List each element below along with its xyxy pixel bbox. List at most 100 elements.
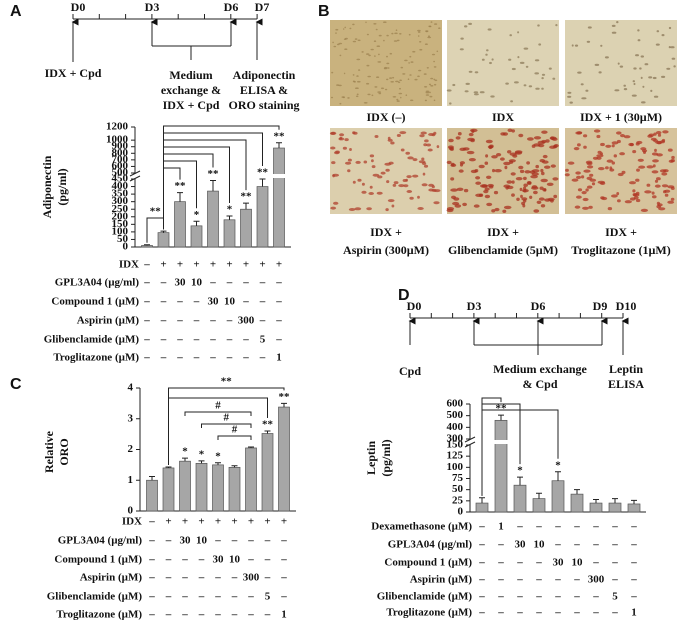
cell: – bbox=[478, 539, 485, 551]
break-mark bbox=[464, 441, 476, 448]
cell bbox=[407, 156, 414, 160]
cell bbox=[373, 40, 377, 42]
cell: – bbox=[143, 352, 150, 364]
cell bbox=[484, 161, 489, 165]
cell bbox=[574, 205, 581, 209]
cell bbox=[616, 21, 619, 24]
cell bbox=[419, 41, 422, 43]
cell bbox=[586, 40, 591, 43]
bracket bbox=[481, 409, 559, 496]
bracket bbox=[163, 167, 181, 230]
cell bbox=[523, 186, 527, 190]
cell: – bbox=[193, 315, 200, 327]
cell bbox=[429, 91, 431, 94]
caption: Aspirin (300µM) bbox=[343, 243, 429, 257]
cell bbox=[663, 169, 669, 173]
cell bbox=[596, 134, 601, 139]
cell bbox=[417, 35, 420, 37]
cell bbox=[335, 32, 337, 34]
cell: + bbox=[281, 516, 287, 528]
y-axis-title: (pg/ml) bbox=[379, 439, 393, 476]
error-bar bbox=[149, 476, 155, 481]
cell bbox=[344, 26, 347, 29]
cell bbox=[348, 208, 356, 211]
bracket bbox=[163, 153, 214, 230]
bar bbox=[494, 419, 508, 513]
cell: – bbox=[193, 352, 200, 364]
cell bbox=[635, 191, 640, 195]
cell: – bbox=[264, 535, 271, 547]
cell bbox=[611, 144, 615, 148]
bar bbox=[146, 479, 158, 512]
y-tick-label: 450 bbox=[112, 173, 129, 185]
cell bbox=[369, 154, 375, 158]
cell bbox=[361, 51, 364, 53]
cell: + bbox=[177, 259, 183, 271]
cell bbox=[486, 49, 489, 52]
cell: – bbox=[143, 315, 150, 327]
day-label: D7 bbox=[255, 0, 270, 14]
cell bbox=[389, 52, 393, 55]
cell bbox=[489, 144, 494, 148]
error-bar bbox=[574, 489, 580, 495]
cell: – bbox=[242, 334, 249, 346]
cell bbox=[386, 55, 388, 58]
y-tick-label: 25 bbox=[452, 494, 464, 506]
cell: – bbox=[165, 572, 172, 584]
cell bbox=[598, 167, 605, 171]
cell bbox=[611, 141, 619, 145]
cell bbox=[417, 75, 420, 78]
cell bbox=[341, 96, 345, 98]
y-tick-label: 0 bbox=[458, 506, 464, 518]
caption: IDX + 1 (30µM) bbox=[580, 110, 662, 124]
y-tick-label: 350 bbox=[112, 188, 129, 200]
cell bbox=[387, 67, 390, 69]
cell: – bbox=[148, 535, 155, 547]
cell bbox=[330, 96, 334, 99]
cell: – bbox=[611, 539, 618, 551]
cell bbox=[587, 26, 592, 29]
cell: – bbox=[535, 557, 542, 569]
cell bbox=[571, 178, 579, 182]
cell bbox=[394, 32, 398, 35]
cell bbox=[396, 134, 401, 137]
cell bbox=[671, 155, 675, 160]
timeline-note: IDX + Cpd bbox=[45, 66, 102, 80]
cell: – bbox=[516, 591, 523, 603]
cell bbox=[338, 84, 342, 87]
cell: – bbox=[264, 572, 271, 584]
cell bbox=[538, 197, 545, 201]
cell bbox=[330, 131, 337, 135]
cell bbox=[396, 39, 400, 42]
cell bbox=[378, 92, 382, 95]
panel-label: C bbox=[10, 376, 22, 393]
cell bbox=[352, 180, 356, 184]
cell bbox=[361, 190, 367, 194]
day-label: D6 bbox=[224, 0, 239, 14]
cell bbox=[535, 164, 539, 169]
cell bbox=[373, 23, 377, 25]
cell: – bbox=[226, 334, 233, 346]
cell bbox=[548, 67, 552, 70]
cell bbox=[641, 101, 646, 104]
cell bbox=[486, 202, 493, 207]
cell bbox=[670, 186, 675, 190]
significance: * bbox=[199, 448, 205, 460]
cell bbox=[355, 87, 359, 89]
cell: – bbox=[143, 259, 150, 271]
cell bbox=[484, 194, 491, 199]
cell: 1 bbox=[281, 609, 287, 621]
cell bbox=[410, 61, 414, 63]
cell bbox=[580, 83, 584, 86]
cell bbox=[349, 27, 352, 30]
cell bbox=[508, 58, 512, 61]
cell bbox=[384, 88, 388, 91]
cell bbox=[355, 95, 359, 98]
cell bbox=[468, 132, 474, 137]
cell bbox=[656, 30, 660, 33]
cell bbox=[375, 28, 378, 31]
cell bbox=[585, 89, 589, 92]
cell bbox=[576, 195, 582, 199]
cell: – bbox=[554, 591, 561, 603]
cell bbox=[503, 205, 512, 210]
